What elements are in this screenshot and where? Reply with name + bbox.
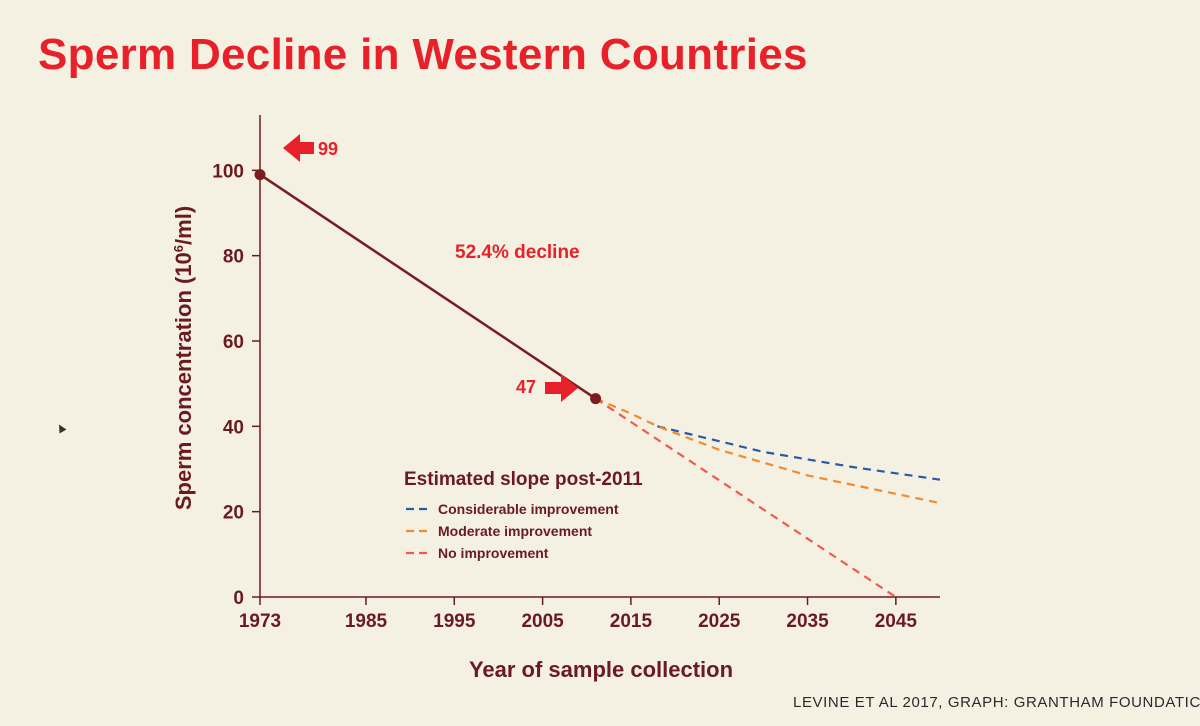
start-point-marker: [254, 169, 266, 181]
x-tick-label: 2035: [786, 611, 829, 632]
legend-title: Estimated slope post-2011: [404, 469, 643, 490]
legend-label: Moderate improvement: [438, 523, 592, 539]
series-line-no-improvement: [594, 397, 897, 598]
y-tick-label: 40: [223, 417, 244, 438]
legend-label: Considerable improvement: [438, 501, 619, 517]
x-tick-label: 2015: [610, 611, 653, 632]
source-credit: LEVINE ET AL 2017, GRAPH: GRANTHAM FOUND…: [793, 694, 1200, 711]
end-value-label: 47: [516, 377, 536, 397]
x-tick-label: 2045: [875, 611, 918, 632]
series-line-observed: [259, 173, 597, 400]
y-tick-label: 100: [212, 161, 244, 182]
y-tick-label: 60: [223, 332, 244, 353]
data-markers: [254, 169, 602, 405]
series-line-moderate-improvement: [595, 397, 941, 505]
x-tick-label: 2025: [698, 611, 741, 632]
x-axis-title: Year of sample collection: [469, 657, 733, 682]
start-value-arrow-icon: [283, 134, 314, 162]
x-tick-label: 1995: [433, 611, 476, 632]
y-axis-title: Sperm concentration (106/ml): [171, 206, 196, 510]
y-tick-label: 20: [223, 503, 244, 524]
end-point-marker: [590, 393, 602, 405]
axes: [259, 115, 940, 598]
legend: Considerable improvement Moderate improve…: [406, 501, 619, 561]
y-tick-label: 0: [233, 588, 244, 609]
y-tick-label: 80: [223, 247, 244, 268]
legend-label: No improvement: [438, 545, 549, 561]
x-tick-label: 2005: [521, 611, 564, 632]
x-tick-label: 1973: [239, 611, 281, 632]
series-lines: [259, 173, 941, 598]
x-tick-label: 1985: [345, 611, 388, 632]
series-line-considerable-improvement: [657, 425, 941, 481]
end-value-arrow-icon: [545, 374, 578, 402]
tick-labels: 0 20 40 60 80 100 1973 1985 1995 2005 2015 2025 2035…: [212, 161, 917, 632]
page-title: Sperm Decline in Western Countries: [38, 30, 808, 79]
start-value-label: 99: [318, 139, 338, 159]
decline-annotation: 52.4% decline: [455, 242, 580, 263]
